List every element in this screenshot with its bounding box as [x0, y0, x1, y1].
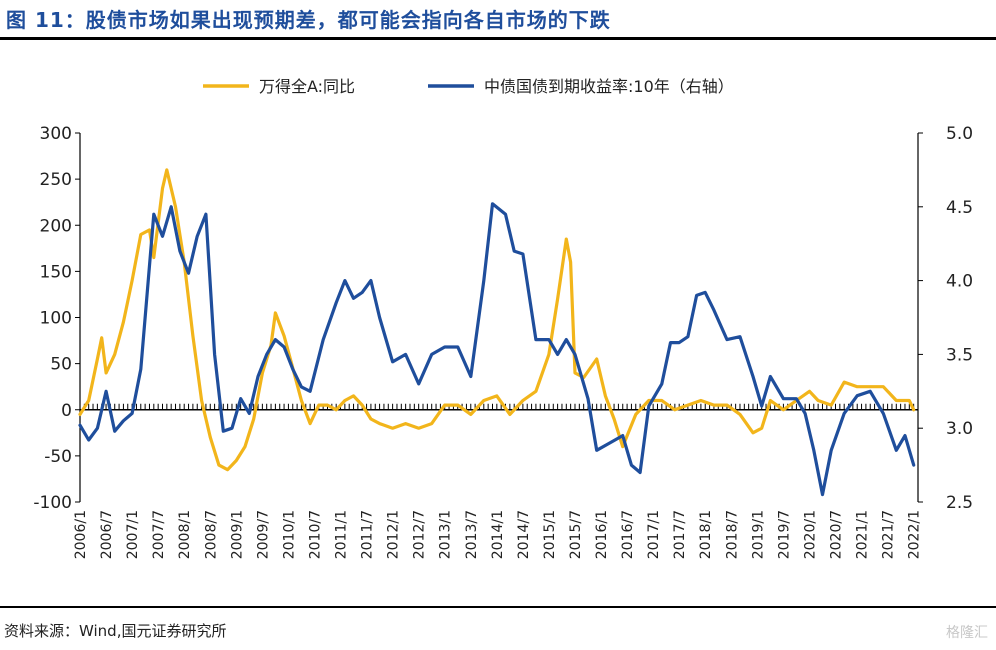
source-note: 资料来源：Wind,国元证券研究所: [4, 622, 227, 640]
x-tick-label: 2011/1: [334, 510, 350, 559]
x-tick-label: 2009/1: [229, 510, 245, 559]
x-tick-label: 2015/1: [542, 510, 558, 559]
right-y-tick-label: 3.0: [946, 419, 973, 439]
chart-axes: -100 -50 0 50 100 150 200 250 300 2.5 3.0 3.5 4.0 4.5…: [33, 124, 973, 559]
page-title: 图 11：股债市场如果出现预期差，都可能会指向各自市场的下跌: [6, 8, 611, 32]
series-line-bond-yield: [78, 202, 916, 497]
x-tick-label: 2013/7: [464, 510, 480, 559]
x-tick-label: 2012/7: [412, 510, 428, 559]
x-tick-label: 2021/1: [855, 510, 871, 559]
x-tick-label: 2006/7: [99, 510, 115, 559]
legend-label: 中债国债到期收益率:10年（右轴）: [484, 77, 734, 96]
left-y-tick-label: 300: [40, 124, 72, 144]
right-y-tick-label: 5.0: [946, 124, 973, 144]
left-y-tick-label: 50: [50, 355, 72, 375]
x-tick-label: 2016/7: [620, 510, 636, 559]
x-tick-label: 2017/7: [672, 510, 688, 559]
x-tick-label: 2019/1: [750, 510, 766, 559]
x-tick-label: 2006/1: [73, 510, 89, 559]
x-tick-label: 2018/1: [698, 510, 714, 559]
x-tick-label: 2011/7: [360, 510, 376, 559]
x-tick-label: 2014/1: [490, 510, 506, 559]
watermark: 格隆汇: [946, 625, 988, 641]
left-y-tick-label: 200: [40, 216, 72, 236]
x-tick-label: 2008/7: [203, 510, 219, 559]
chart-series: [78, 168, 916, 497]
x-tick-label: 2019/7: [776, 510, 792, 559]
x-tick-label: 2010/7: [307, 510, 323, 559]
x-tick-label: 2016/1: [594, 510, 610, 559]
x-tick-label: 2007/7: [151, 510, 167, 559]
x-tick-label: 2012/1: [386, 510, 402, 559]
left-y-tick-label: -100: [33, 493, 72, 513]
x-tick-label: 2017/1: [646, 510, 662, 559]
x-tick-label: 2009/7: [255, 510, 271, 559]
left-y-tick-label: 0: [61, 401, 72, 421]
legend-label: 万得全A:同比: [259, 77, 355, 96]
x-tick-label: 2020/7: [829, 510, 845, 559]
x-tick-label: 2008/1: [177, 510, 193, 559]
x-tick-label: 2013/1: [438, 510, 454, 559]
x-tick-label: 2020/1: [802, 510, 818, 559]
right-y-tick-label: 4.5: [946, 198, 973, 218]
x-tick-label: 2018/7: [724, 510, 740, 559]
left-y-tick-label: 100: [40, 309, 72, 329]
x-tick-label: 2010/1: [281, 510, 297, 559]
right-y-tick-label: 2.5: [946, 493, 973, 513]
x-tick-label: 2015/7: [568, 510, 584, 559]
title-divider: [0, 37, 996, 40]
x-tick-label: 2022/1: [907, 510, 923, 559]
series-line-stock-yoy: [78, 168, 916, 472]
footer-divider: [0, 606, 996, 608]
right-y-tick-label: 4.0: [946, 272, 973, 292]
x-tick-label: 2014/7: [516, 510, 532, 559]
left-y-tick-label: -50: [44, 447, 72, 467]
left-y-tick-label: 150: [40, 262, 72, 282]
x-tick-label: 2021/7: [881, 510, 897, 559]
right-y-tick-label: 3.5: [946, 345, 973, 365]
chart-legend: 万得全A:同比 中债国债到期收益率:10年（右轴）: [203, 77, 734, 96]
x-tick-label: 2007/1: [125, 510, 141, 559]
left-y-tick-label: 250: [40, 170, 72, 190]
chart: 万得全A:同比 中债国债到期收益率:10年（右轴） -100 -50 0 50 100 15…: [33, 77, 973, 559]
